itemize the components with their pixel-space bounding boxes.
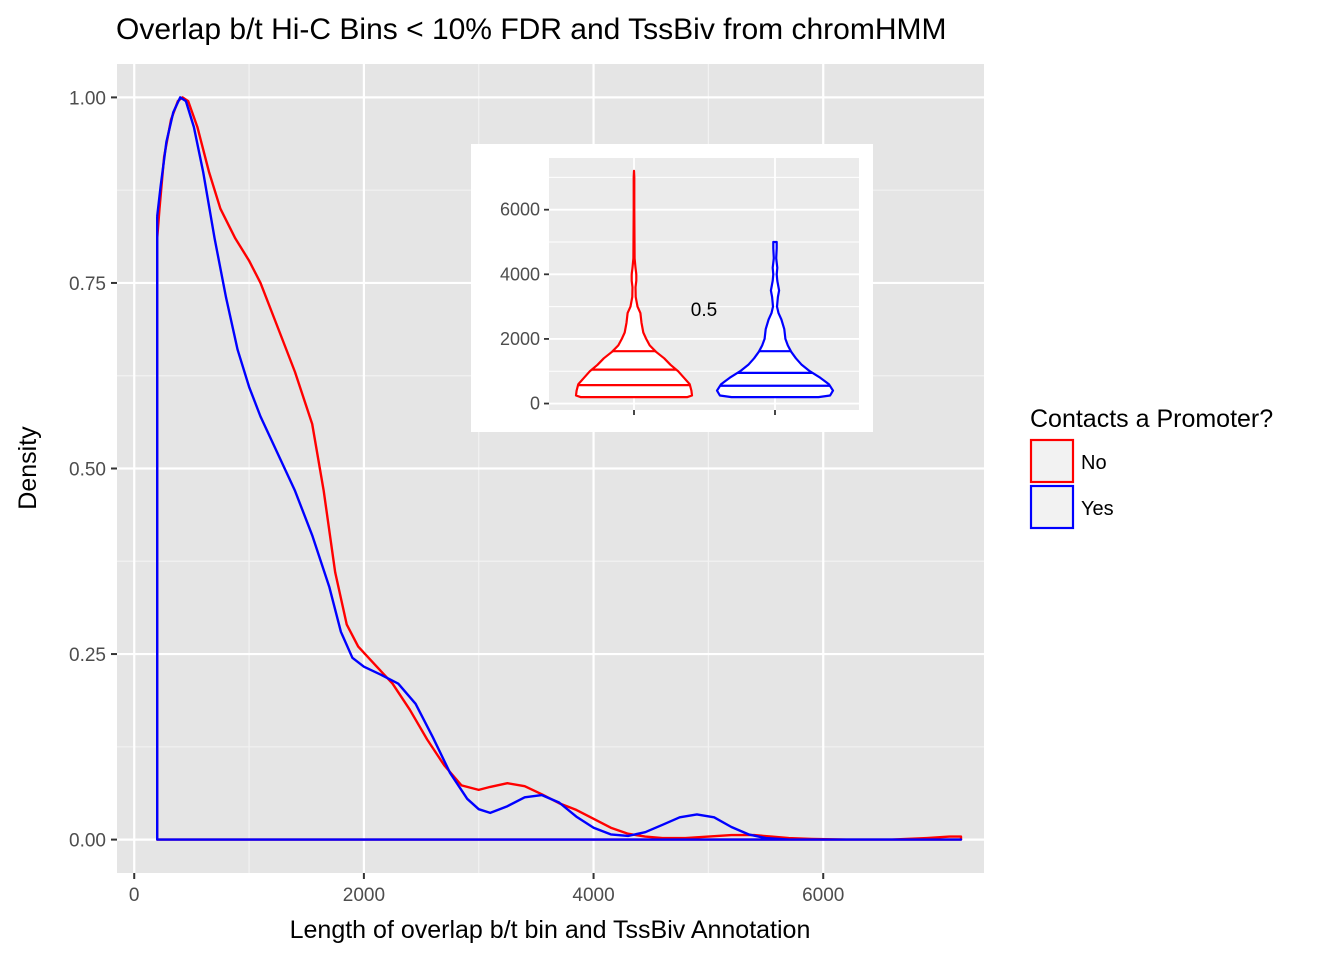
density-line-no — [156, 96, 963, 841]
legend-key-no — [1029, 438, 1075, 484]
chart-title: Overlap b/t Hi-C Bins < 10% FDR and TssB… — [116, 13, 947, 46]
inset-axes: 0 2000 4000 6000 — [500, 200, 776, 415]
legend-title: Contacts a Promoter? — [1030, 405, 1273, 433]
inset-y-tick-label: 2000 — [500, 329, 540, 349]
y-tick-label: 0.25 — [69, 645, 106, 666]
legend-label-no: No — [1081, 452, 1107, 474]
y-tick-label: 0.00 — [69, 831, 106, 852]
y-axis: 0.00 0.25 0.50 0.75 1.00 — [69, 88, 117, 852]
x-axis: 0 2000 4000 6000 — [129, 873, 844, 906]
legend-key-yes — [1029, 484, 1075, 530]
y-axis-title: Density — [14, 426, 42, 510]
inset-violins — [574, 169, 835, 399]
x-tick-label: 0 — [129, 885, 140, 906]
density-lines — [156, 96, 963, 841]
inset-annotation: 0.5 — [691, 300, 717, 321]
inset-y-tick-label: 0 — [530, 394, 540, 414]
inset-violin-plot: 0 2000 4000 6000 0.5 — [471, 144, 873, 432]
y-tick-label: 0.50 — [69, 460, 106, 481]
inset-y-tick-label: 6000 — [500, 200, 540, 220]
legend-label-yes: Yes — [1081, 498, 1114, 520]
x-tick-label: 4000 — [572, 885, 614, 906]
legend: Contacts a Promoter? No Yes — [1029, 405, 1273, 530]
x-axis-title: Length of overlap b/t bin and TssBiv Ann… — [290, 916, 811, 944]
inset-y-tick-label: 4000 — [500, 264, 540, 284]
y-tick-label: 1.00 — [69, 88, 106, 109]
x-tick-label: 2000 — [343, 885, 385, 906]
violin-yes — [715, 240, 835, 399]
y-tick-label: 0.75 — [69, 274, 106, 295]
density-line-yes — [156, 96, 963, 841]
x-tick-label: 6000 — [802, 885, 844, 906]
